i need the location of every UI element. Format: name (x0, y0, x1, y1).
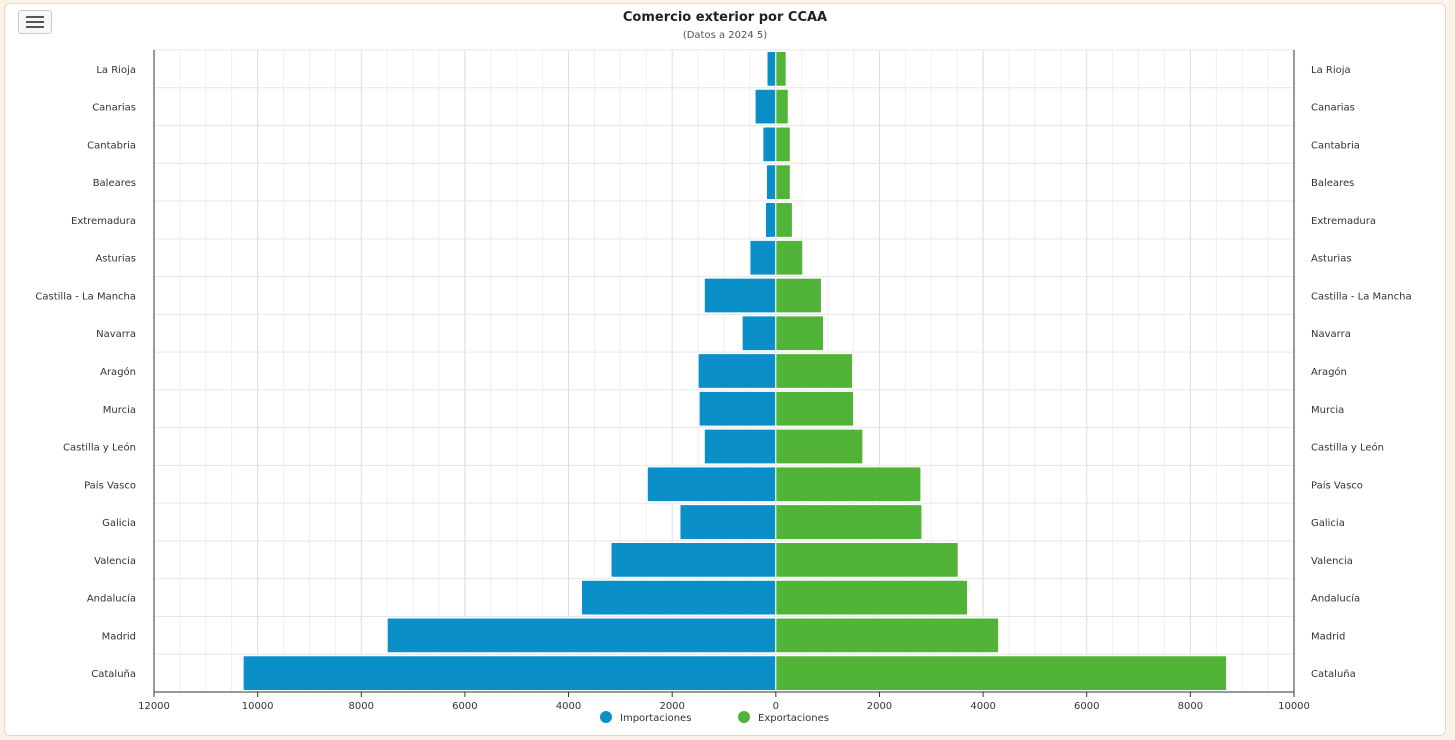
x-tick-label: 4000 (970, 701, 995, 712)
category-label-left: Canarias (92, 103, 136, 114)
bar-import[interactable] (765, 164, 777, 201)
bar-export[interactable] (775, 315, 824, 352)
x-tick-label: 10000 (1278, 701, 1310, 712)
category-label-right: Castilla - La Mancha (1311, 291, 1412, 302)
bar-export[interactable] (775, 390, 855, 427)
legend-label: Exportaciones (758, 713, 829, 724)
legend[interactable]: Importaciones Exportaciones (600, 711, 829, 724)
category-labels-left: La Rioja Canarias Cantabria Baleares Extrema… (35, 65, 136, 680)
legend-item-exportaciones[interactable]: Exportaciones (738, 711, 829, 724)
x-tick-label: 12000 (138, 701, 170, 712)
category-label-right: Galicia (1311, 518, 1345, 529)
bar-export[interactable] (775, 353, 854, 389)
x-tick-label: 2000 (659, 701, 684, 712)
category-label-right: Andalucía (1311, 593, 1360, 605)
category-label-right: Extremadura (1311, 216, 1376, 227)
category-label-left: Galicia (102, 518, 136, 529)
category-label-right: País Vasco (1311, 479, 1363, 491)
category-label-right: La Rioja (1311, 65, 1351, 76)
bar-import[interactable] (386, 617, 777, 654)
bar-export[interactable] (775, 126, 791, 163)
x-tick-label: 0 (773, 701, 779, 712)
category-label-left: Castilla y León (63, 442, 136, 454)
axes (153, 50, 1295, 693)
bar-import[interactable] (697, 353, 777, 389)
category-label-right: Baleares (1311, 178, 1354, 189)
bar-import[interactable] (764, 202, 777, 238)
bar-export[interactable] (775, 466, 922, 503)
bar-import[interactable] (749, 239, 777, 276)
category-label-right: Madrid (1311, 631, 1345, 642)
category-label-left: Murcia (103, 405, 136, 416)
category-label-right: Aragón (1311, 366, 1347, 378)
bar-import[interactable] (703, 277, 777, 314)
category-label-left: Valencia (94, 556, 136, 567)
bar-export[interactable] (775, 428, 864, 465)
legend-marker (600, 711, 612, 723)
bar-export[interactable] (775, 164, 791, 201)
bar-import[interactable] (679, 504, 777, 540)
category-label-right: Cantabria (1311, 140, 1360, 151)
bar-export[interactable] (775, 655, 1228, 691)
category-label-left: Madrid (102, 631, 136, 642)
x-tick-label: 2000 (867, 701, 892, 712)
x-tick-label: 6000 (1074, 701, 1099, 712)
category-label-left: La Rioja (96, 65, 136, 76)
category-label-left: Castilla - La Mancha (35, 291, 136, 302)
chart-subtitle: (Datos a 2024 5) (683, 30, 767, 41)
legend-label: Importaciones (620, 713, 691, 724)
bar-import[interactable] (741, 315, 777, 352)
category-label-right: Navarra (1311, 329, 1351, 340)
x-tick-label: 10000 (242, 701, 274, 712)
bar-export[interactable] (775, 504, 923, 540)
category-label-right: Cataluña (1311, 669, 1356, 680)
category-label-left: Asturias (95, 254, 136, 265)
category-label-right: Asturias (1311, 254, 1352, 265)
x-tick-label: 4000 (556, 701, 581, 712)
category-label-left: Aragón (100, 366, 136, 378)
x-tick-label: 8000 (349, 701, 374, 712)
bar-import[interactable] (646, 466, 777, 503)
category-label-right: Castilla y León (1311, 442, 1384, 454)
bar-import[interactable] (698, 390, 777, 427)
x-tick-label: 8000 (1178, 701, 1203, 712)
x-axis-ticks: 12000 10000 8000 6000 4000 2000 0 2000 4000 6000 8… (138, 692, 1310, 712)
category-label-right: Murcia (1311, 405, 1344, 416)
bar-export[interactable] (775, 88, 789, 125)
category-label-left: Extremadura (71, 216, 136, 227)
bar-import[interactable] (610, 541, 777, 578)
category-label-left: Baleares (93, 178, 136, 189)
category-label-right: Canarias (1311, 103, 1355, 114)
bar-import[interactable] (242, 655, 777, 691)
bar-import[interactable] (581, 579, 777, 616)
category-labels-right: La Rioja Canarias Cantabria Baleares Extrema… (1311, 65, 1412, 680)
legend-marker (738, 711, 750, 723)
category-label-left: Cataluña (91, 669, 136, 680)
bar-export[interactable] (775, 239, 804, 276)
category-label-left: Andalucía (87, 593, 136, 605)
x-tick-label: 6000 (452, 701, 477, 712)
bar-import[interactable] (762, 126, 777, 163)
bar-export[interactable] (775, 541, 959, 578)
bar-import[interactable] (766, 51, 777, 87)
category-label-right: Valencia (1311, 556, 1353, 567)
bar-import[interactable] (703, 428, 777, 465)
category-label-left: Cantabria (87, 140, 136, 151)
legend-item-importaciones[interactable]: Importaciones (600, 711, 691, 724)
bar-export[interactable] (775, 51, 787, 87)
hamburger-menu-icon[interactable] (18, 10, 52, 34)
bar-import[interactable] (754, 88, 777, 125)
category-label-left: País Vasco (84, 479, 136, 491)
category-label-left: Navarra (96, 329, 136, 340)
chart-title: Comercio exterior por CCAA (623, 10, 827, 25)
bars (242, 51, 1228, 691)
bar-export[interactable] (775, 579, 969, 616)
bar-export[interactable] (775, 617, 1000, 654)
bar-export[interactable] (775, 202, 793, 238)
bar-export[interactable] (775, 277, 822, 314)
